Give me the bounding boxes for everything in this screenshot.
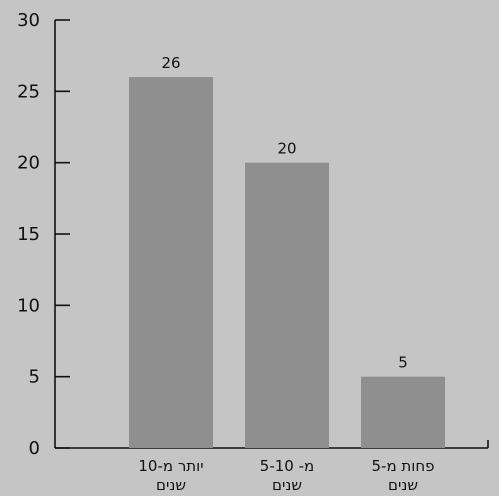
x-category-label: יותר מ-10 [138,457,203,475]
chart-bars [129,77,445,449]
chart-axes: 0 5 10 15 20 25 30 [17,10,489,459]
y-tick-label: 0 [29,438,40,459]
y-tick-label: 15 [17,224,40,245]
bar-value-label: 20 [277,140,296,158]
y-tick-label: 25 [17,81,40,102]
y-tick-label: 20 [17,153,40,174]
x-category-label: שנים [388,476,418,494]
y-tick-label: 5 [29,367,40,388]
bar-value-label: 26 [161,54,180,72]
y-tick-label: 30 [17,10,40,31]
x-category-label: שנים [156,476,186,494]
bar-value-label: 5 [398,354,408,372]
x-category-label: מ- 5-10 [260,457,314,475]
bar [245,162,329,448]
bar [129,77,213,449]
x-category-label: שנים [272,476,302,494]
bar [361,376,445,448]
x-category-label: פחות מ-5 [371,457,434,475]
y-tick-label: 10 [17,295,40,316]
